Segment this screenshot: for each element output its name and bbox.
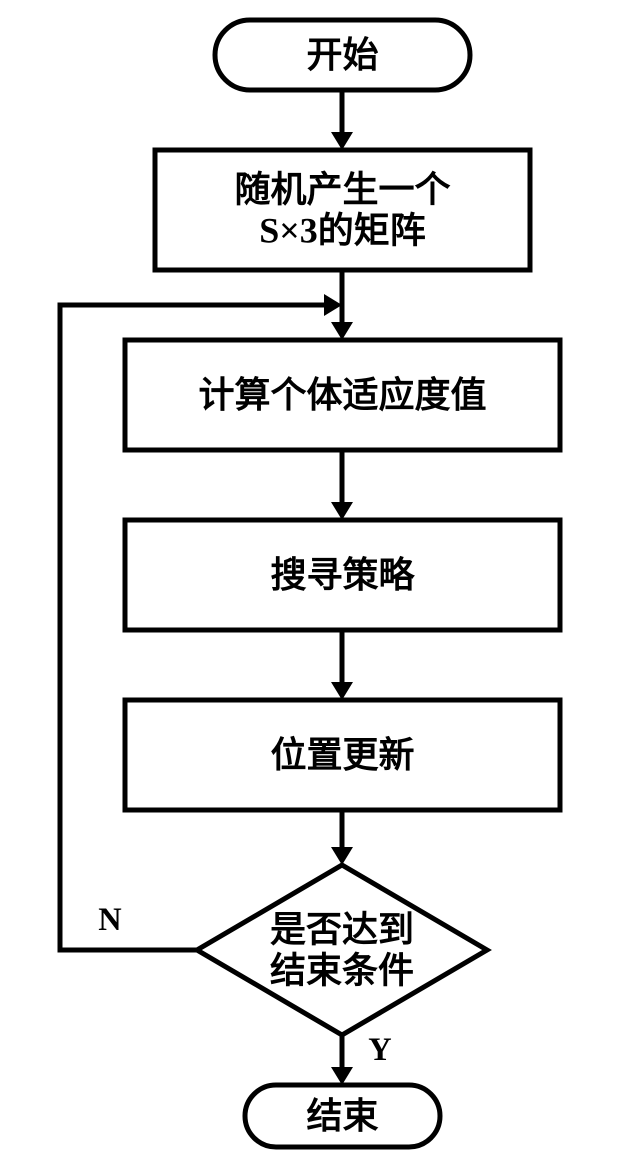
- node-start: 开始: [215, 20, 470, 90]
- node-label-fitness: 计算个体适应度值: [198, 375, 486, 415]
- edge-label: N: [98, 902, 121, 938]
- node-end: 结束: [245, 1085, 440, 1147]
- node-fitness: 计算个体适应度值: [125, 340, 560, 450]
- node-label-update: 位置更新: [270, 735, 414, 775]
- node-update: 位置更新: [125, 700, 560, 810]
- node-init: 随机产生一个S×3的矩阵: [155, 150, 530, 270]
- node-label-init: 随机产生一个: [234, 169, 450, 209]
- node-search: 搜寻策略: [125, 520, 560, 630]
- node-label-decision: 是否达到: [270, 909, 414, 949]
- node-label-end: 结束: [306, 1096, 378, 1136]
- node-label-decision: 结束条件: [270, 951, 414, 991]
- node-label-init: S×3的矩阵: [259, 211, 426, 251]
- node-label-search: 搜寻策略: [270, 555, 415, 595]
- edge-label: Y: [368, 1032, 391, 1068]
- node-label-start: 开始: [306, 35, 378, 75]
